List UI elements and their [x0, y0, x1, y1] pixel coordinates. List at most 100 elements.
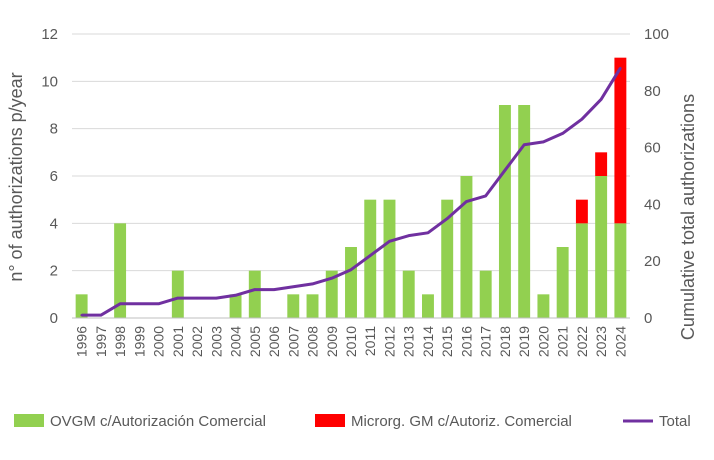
y-tick-label: 10	[41, 73, 58, 90]
bar-ovgm-2005	[248, 270, 261, 318]
x-tick-label: 2003	[208, 326, 224, 357]
legend: OVGM c/Autorización Comercial Microrg. GM…	[14, 413, 691, 430]
bar-microrg-2022	[575, 199, 588, 224]
bar-ovgm-2010	[345, 247, 357, 318]
bars	[75, 57, 627, 318]
y2-tick-label: 40	[644, 196, 661, 213]
total-point	[176, 296, 180, 300]
bar-ovgm-2004	[229, 294, 242, 318]
bar-ovgm-2024	[614, 223, 627, 318]
total-point	[484, 194, 487, 198]
x-tick-label: 2007	[285, 326, 301, 357]
total-point	[522, 143, 526, 146]
bar-ovgm-2008	[306, 294, 319, 318]
bar-ovgm-2011	[364, 199, 377, 318]
x-tick-label: 2006	[266, 326, 282, 357]
bar-ovgm-2015	[441, 199, 454, 318]
y2-tick-label: 0	[644, 310, 652, 327]
y-tick-label: 2	[50, 263, 58, 280]
total-point	[426, 231, 430, 234]
bar-ovgm-2022	[575, 223, 588, 318]
total-point	[272, 288, 276, 291]
bar-ovgm-1998	[114, 223, 127, 318]
bar-ovgm-2012	[383, 199, 396, 318]
x-tick-label: 2023	[593, 326, 609, 357]
bar-ovgm-2021	[556, 247, 569, 318]
total-point	[157, 302, 160, 305]
bar-ovgm-2013	[402, 270, 415, 318]
total-point	[215, 296, 218, 300]
total-point	[292, 285, 295, 288]
x-tick-label: 2016	[458, 326, 474, 357]
y-tick-label: 8	[50, 121, 58, 138]
total-point	[234, 294, 237, 297]
x-tick-label: 2002	[189, 326, 205, 357]
total-point	[561, 132, 564, 135]
total-point	[446, 217, 449, 220]
x-tick-label: 2009	[324, 326, 340, 357]
x-tick-label: 2010	[343, 326, 359, 357]
total-point	[619, 66, 622, 70]
total-point	[580, 118, 584, 121]
legend-swatch-ovgm	[14, 414, 44, 427]
x-tick-label: 1998	[112, 326, 128, 357]
total-point	[369, 254, 372, 257]
total-point	[599, 98, 603, 101]
legend-label-ovgm: OVGM c/Autorización Comercial	[50, 413, 266, 430]
y-tick-label: 4	[50, 215, 58, 232]
y-tick-label: 12	[41, 26, 58, 43]
x-tick-label: 2017	[478, 326, 494, 357]
total-point	[138, 302, 141, 305]
x-tick-label: 2014	[420, 326, 436, 357]
x-tick-label: 1996	[74, 326, 90, 357]
bar-ovgm-2001	[171, 270, 184, 318]
y2-tick-label: 80	[644, 83, 661, 100]
total-point	[99, 313, 103, 317]
total-point	[407, 234, 410, 237]
x-tick-label: 2019	[516, 326, 532, 357]
x-tick-label: 2022	[574, 326, 590, 357]
x-tick-label: 2024	[612, 326, 628, 357]
total-point	[465, 200, 468, 203]
total-point	[503, 169, 507, 172]
x-tick-label: 2005	[247, 326, 263, 357]
bar-ovgm-2007	[287, 294, 300, 318]
bar-ovgm-2023	[595, 176, 608, 318]
total-point	[195, 296, 199, 300]
y-axis-title: n° of authorizations p/year	[6, 72, 26, 281]
legend-label-total: Total	[659, 413, 691, 430]
x-tick-label: 2013	[401, 326, 417, 357]
total-point	[349, 268, 353, 271]
total-point	[118, 302, 122, 305]
bar-ovgm-1996	[75, 294, 88, 318]
legend-swatch-microrg	[315, 414, 345, 427]
x-tick-label: 2004	[228, 326, 244, 357]
x-tick-label: 2015	[439, 326, 455, 357]
bar-microrg-2024	[614, 57, 627, 224]
total-line-layer	[80, 66, 622, 317]
y-tick-label: 6	[50, 168, 58, 185]
y2-axis-title: Cumulative total authorizations	[678, 94, 698, 340]
legend-label-microrg: Microrg. GM c/Autoriz. Comercial	[351, 413, 572, 430]
total-point	[330, 277, 333, 280]
x-tick-label: 2001	[170, 326, 186, 357]
bar-ovgm-2020	[537, 294, 550, 318]
x-tick-label: 2021	[555, 326, 571, 357]
bar-ovgm-2009	[325, 270, 338, 318]
x-tick-label: 2011	[362, 326, 378, 356]
total-point	[388, 240, 391, 243]
gridlines	[72, 33, 630, 319]
x-tick-label: 2018	[497, 326, 513, 357]
x-tick-label: 2008	[305, 326, 321, 357]
x-tick-label: 2020	[535, 326, 551, 357]
x-tick-label: 2000	[151, 326, 167, 357]
x-tick-label: 1997	[93, 326, 109, 357]
bar-ovgm-2017	[479, 270, 492, 318]
y2-tick-label: 20	[644, 253, 661, 270]
total-point	[253, 288, 256, 291]
y2-tick-label: 100	[644, 26, 669, 43]
total-point	[542, 140, 545, 144]
